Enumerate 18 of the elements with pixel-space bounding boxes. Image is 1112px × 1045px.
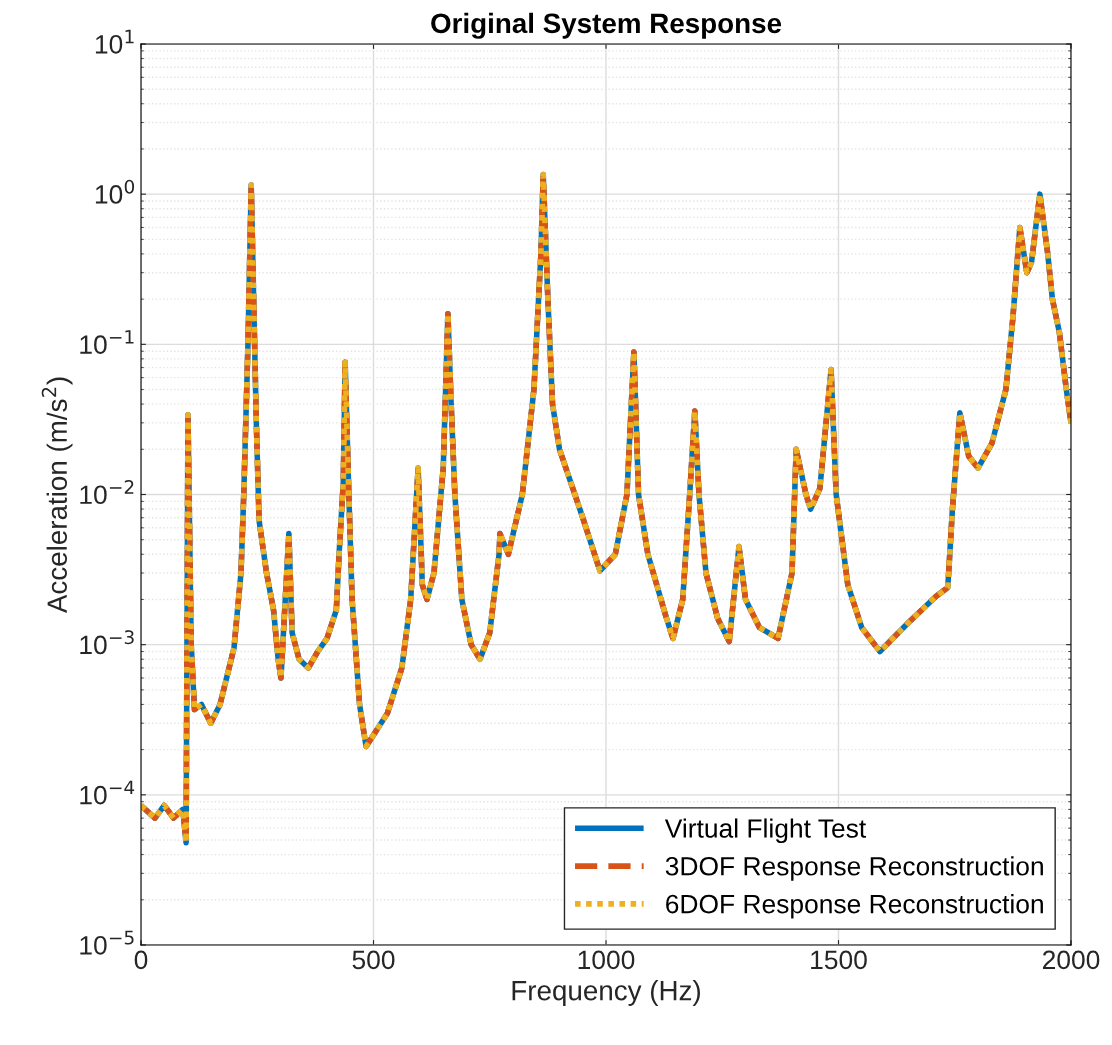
x-axis-title: Frequency (Hz) xyxy=(512,980,700,1006)
legend-label: 3DOF Response Reconstruction xyxy=(665,856,1043,881)
y-tick-label: 10$^{−1}$ xyxy=(80,330,134,354)
x-tick-label: 0 xyxy=(134,950,148,970)
x-tick-label: 1500 xyxy=(811,950,867,970)
legend-label: Virtual Flight Test xyxy=(664,818,867,844)
y-tick-label: 10$^{−2}$ xyxy=(80,480,134,505)
y-tick-label: 10$^{1}$ xyxy=(95,29,134,54)
x-tick-label: 2000 xyxy=(1042,950,1100,970)
y-axis-title: Acceleration (m/s$^{2}$) xyxy=(41,377,73,614)
y-tick-label: 10$^{−3}$ xyxy=(80,630,134,655)
legend-label: 6DOF Response Reconstruction xyxy=(666,894,1043,919)
x-tick-label: 1000 xyxy=(578,950,635,970)
y-tick-label: 10$^{−4}$ xyxy=(80,780,135,805)
x-tick-label: 500 xyxy=(352,950,395,970)
y-tick-label: 10$^{−5}$ xyxy=(80,930,134,955)
chart-title: Original System Response xyxy=(431,12,782,39)
y-tick-label: 10$^{0}$ xyxy=(95,179,135,204)
